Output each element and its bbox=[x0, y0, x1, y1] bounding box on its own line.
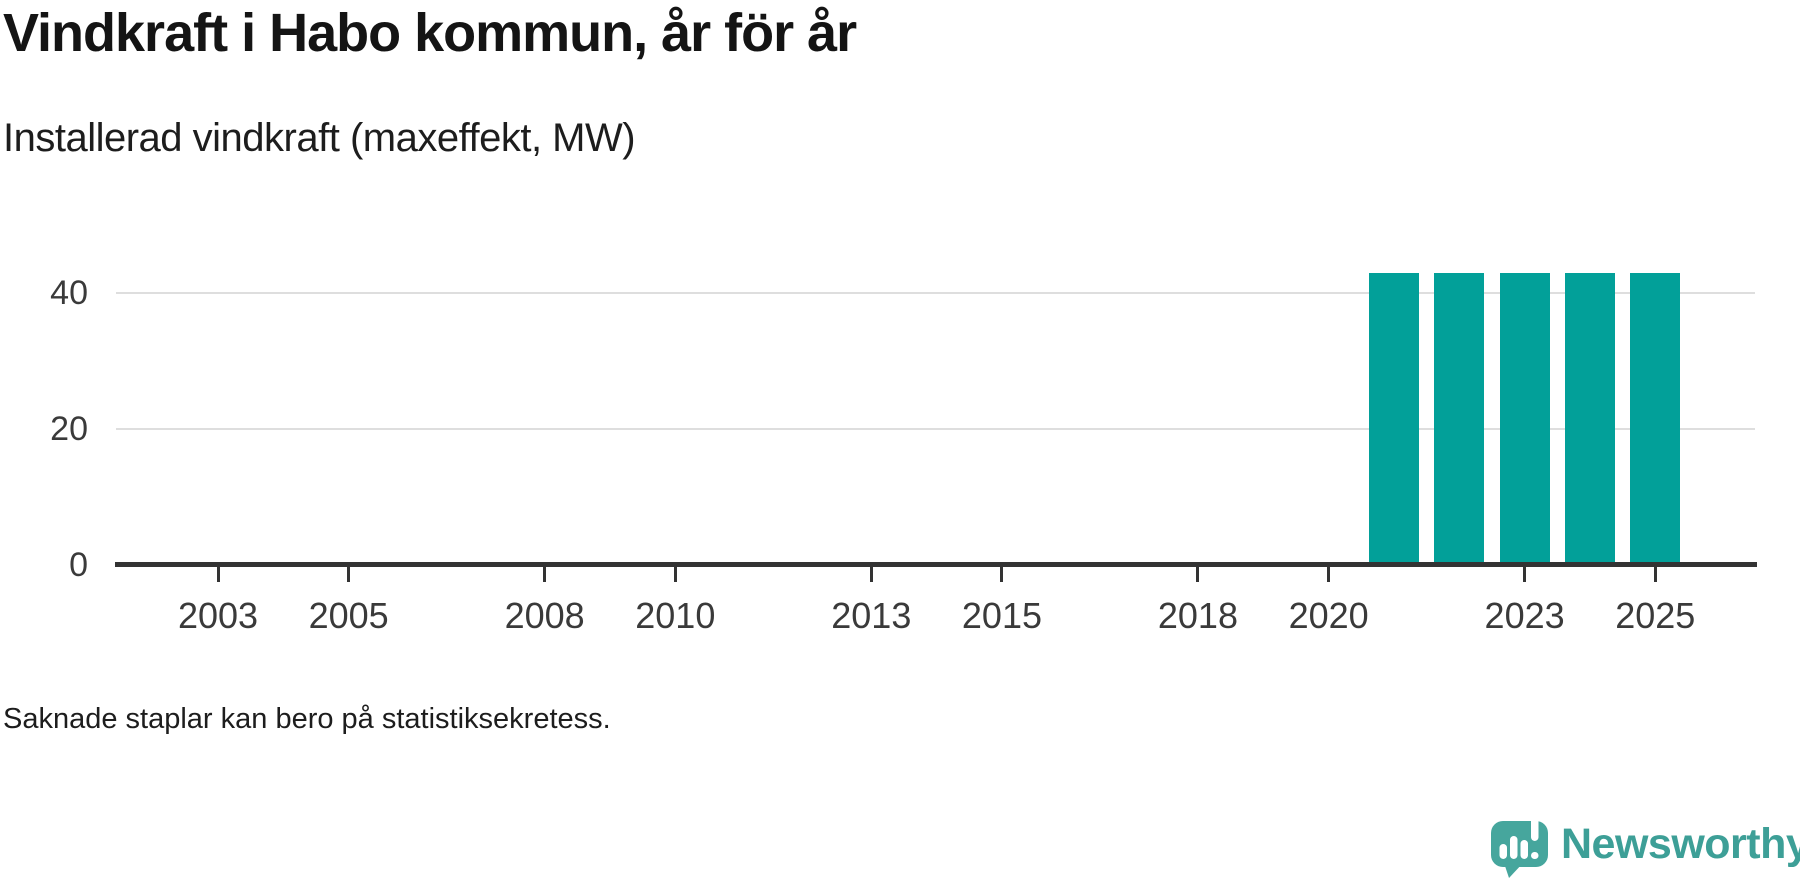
x-axis-tick-2025 bbox=[1653, 567, 1657, 582]
bar-2021 bbox=[1368, 272, 1419, 567]
x-axis-label-2015: 2015 bbox=[961, 595, 1042, 636]
bar-2022 bbox=[1434, 272, 1485, 567]
y-axis-label: 0 bbox=[69, 545, 88, 584]
newsworthy-logo-text: Newsworthy bbox=[1561, 820, 1800, 868]
x-axis-tick-2010 bbox=[673, 567, 677, 582]
bar-2025 bbox=[1630, 272, 1681, 567]
x-axis-tick-2018 bbox=[1196, 567, 1200, 582]
x-axis-label-2003: 2003 bbox=[177, 595, 259, 636]
x-axis-line bbox=[115, 562, 1757, 567]
newsworthy-logo: Newsworthy bbox=[1491, 811, 1800, 879]
x-axis-label-2023: 2023 bbox=[1484, 595, 1565, 636]
x-axis-tick-2013 bbox=[869, 567, 873, 582]
x-axis-tick-2003 bbox=[216, 567, 220, 582]
chart-subtitle: Installerad vindkraft (maxeffekt, MW) bbox=[3, 116, 636, 160]
newsworthy-logo-icon bbox=[1491, 811, 1548, 878]
bar-2023 bbox=[1499, 272, 1550, 567]
x-axis-label-2013: 2013 bbox=[831, 595, 912, 636]
x-axis-label-2010: 2010 bbox=[635, 595, 716, 636]
y-axis-label: 40 bbox=[50, 273, 88, 312]
x-axis-label-2005: 2005 bbox=[308, 595, 389, 636]
x-axis-tick-2008 bbox=[543, 567, 547, 582]
x-axis-label-2008: 2008 bbox=[504, 595, 585, 636]
x-axis-tick-2005 bbox=[347, 567, 351, 582]
gridline-40 bbox=[116, 291, 1755, 294]
chart-title: Vindkraft i Habo kommun, år för år bbox=[3, 3, 857, 63]
x-axis-label-2020: 2020 bbox=[1288, 595, 1369, 636]
x-axis-tick-2015 bbox=[1000, 567, 1004, 582]
x-axis-tick-2023 bbox=[1523, 567, 1527, 582]
x-axis-tick-2020 bbox=[1327, 567, 1331, 582]
gridline-20 bbox=[116, 427, 1755, 430]
footnote: Saknade staplar kan bero på statistiksek… bbox=[3, 703, 611, 735]
bar-2024 bbox=[1564, 272, 1615, 567]
y-axis-label: 20 bbox=[50, 409, 88, 448]
x-axis-label-2018: 2018 bbox=[1157, 595, 1238, 636]
x-axis-label-2025: 2025 bbox=[1615, 595, 1696, 636]
